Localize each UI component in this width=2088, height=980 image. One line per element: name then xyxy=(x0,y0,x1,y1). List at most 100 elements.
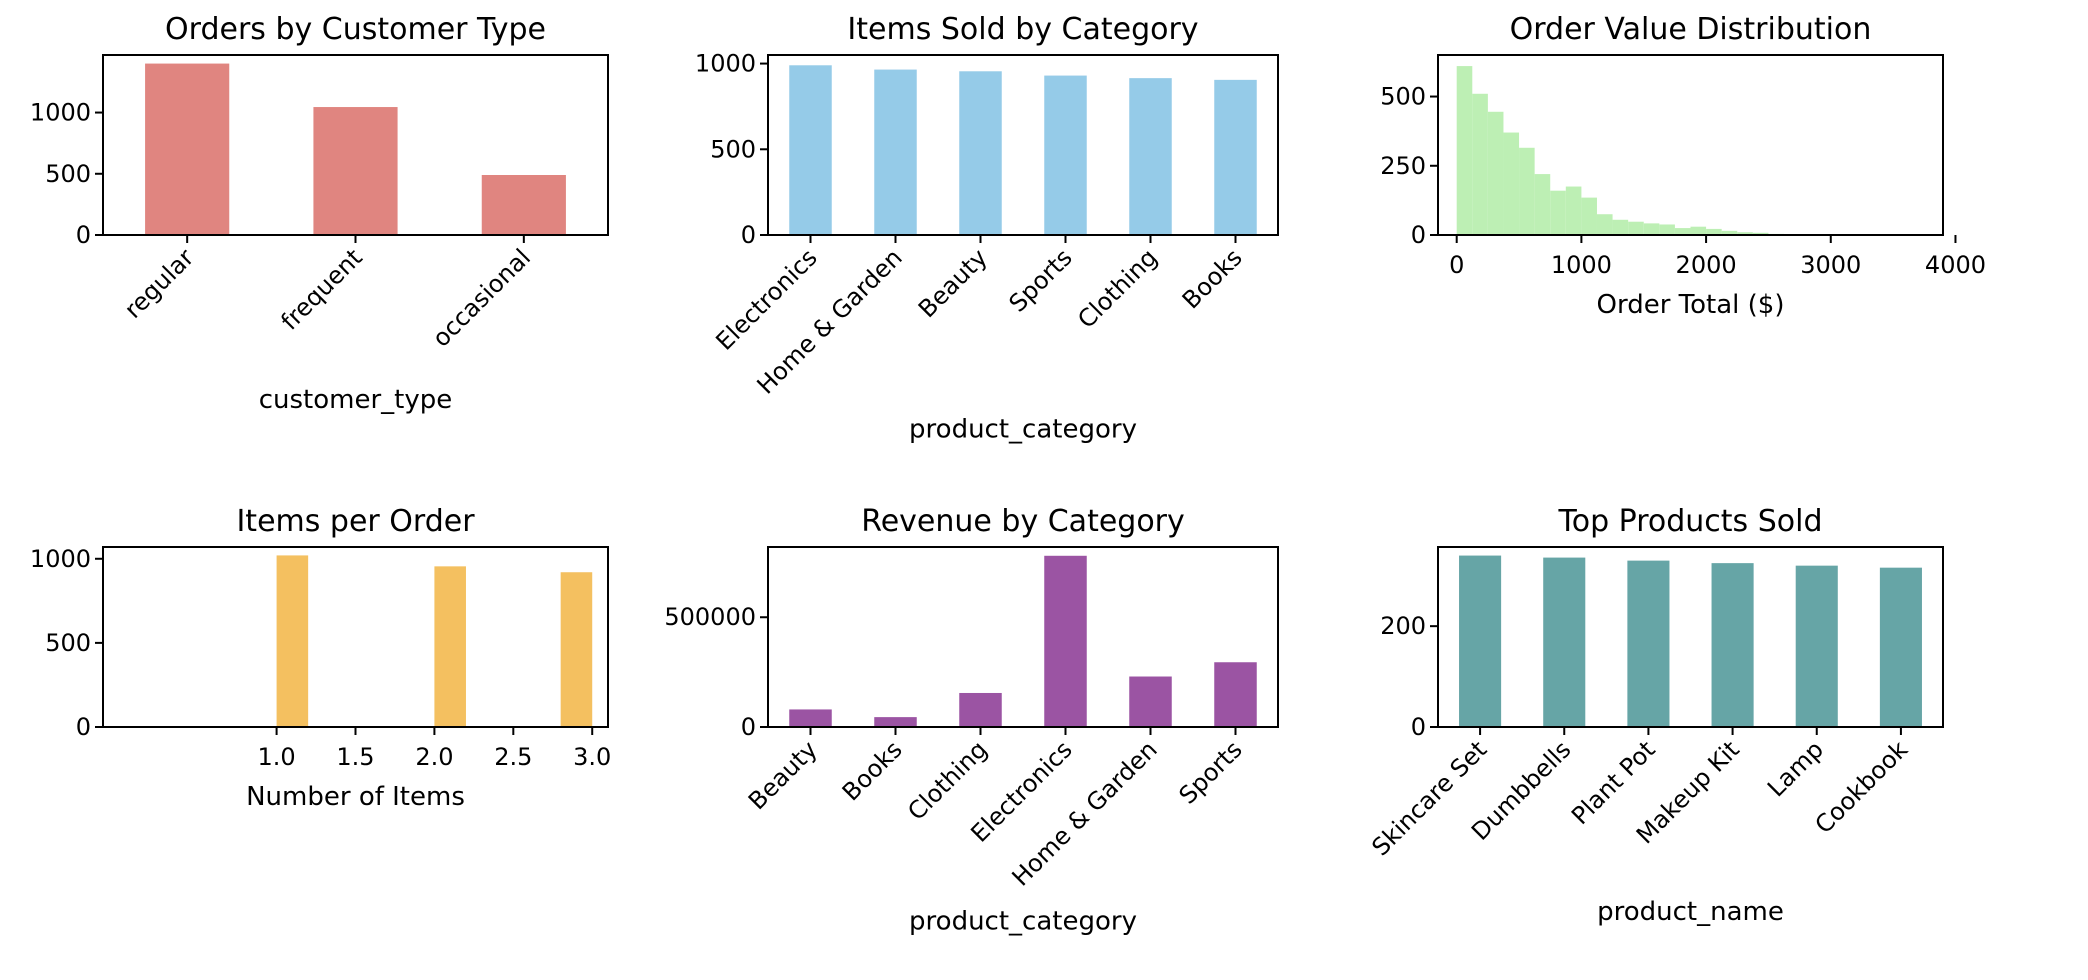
x-axis-label: product_category xyxy=(909,415,1137,445)
x-tick-label: Beauty xyxy=(743,735,823,815)
histogram-bin xyxy=(1643,223,1660,235)
histogram-bin xyxy=(1674,228,1691,235)
y-tick-label: 1000 xyxy=(30,99,91,127)
chart-title: Revenue by Category xyxy=(861,504,1185,539)
y-tick-label: 1000 xyxy=(695,50,756,78)
x-tick-label: Lamp xyxy=(1762,735,1829,802)
chart-title: Top Products Sold xyxy=(1557,504,1822,539)
bar xyxy=(1214,79,1257,235)
x-tick-label: Books xyxy=(1177,243,1248,314)
histogram-bin xyxy=(1706,228,1722,235)
y-tick-label: 0 xyxy=(741,221,756,249)
histogram-bin xyxy=(1565,186,1582,235)
chart-c4: Items per Order 0 500 1000 1.0 1.5 2.0 2.5 3.0 Nu… xyxy=(30,504,611,812)
chart-title: Order Value Distribution xyxy=(1510,12,1872,47)
histogram-bin xyxy=(1659,224,1675,235)
bar xyxy=(1129,78,1172,236)
axes-frame xyxy=(1437,54,1944,236)
x-tick-label: 3.0 xyxy=(573,743,611,771)
bar xyxy=(1543,557,1586,727)
x-tick-label: 3000 xyxy=(1800,251,1861,279)
y-tick-label: 1000 xyxy=(30,545,91,573)
chart-c3: Order Value Distribution 0 250 500 0 1000 2000… xyxy=(1380,12,1986,320)
histogram-bin xyxy=(1472,93,1488,236)
histogram-bin xyxy=(1503,132,1520,235)
y-tick-label: 500 xyxy=(45,160,91,188)
histogram-bin xyxy=(1456,66,1473,235)
axes-frame xyxy=(102,54,609,236)
x-tick-label: Cookbook xyxy=(1810,735,1914,839)
histogram-bin xyxy=(1596,214,1613,235)
x-tick-label: Books xyxy=(837,735,908,806)
x-tick-label: Home & Garden xyxy=(752,243,908,399)
x-tick-label: 1.5 xyxy=(336,743,374,771)
bar xyxy=(874,69,917,235)
y-tick-label: 0 xyxy=(76,221,91,249)
y-tick-label: 500000 xyxy=(664,603,756,631)
bar xyxy=(1879,567,1922,727)
x-tick-label: 2.0 xyxy=(415,743,453,771)
x-tick-label: 2000 xyxy=(1676,251,1737,279)
bar xyxy=(1044,555,1087,727)
y-tick-label: 200 xyxy=(1380,612,1426,640)
y-tick-label: 0 xyxy=(76,713,91,741)
bar xyxy=(959,71,1002,236)
histogram-bin xyxy=(1519,147,1535,235)
y-tick-label: 250 xyxy=(1380,152,1426,180)
axes-frame xyxy=(767,54,1279,236)
x-tick-label: occasional xyxy=(427,243,536,352)
histogram-bin xyxy=(1534,174,1551,235)
histogram-bin xyxy=(1487,111,1504,235)
x-tick-label: Clothing xyxy=(902,735,992,825)
y-tick-label: 0 xyxy=(1411,221,1426,249)
bar xyxy=(145,63,230,236)
bar xyxy=(789,709,832,727)
x-tick-label: Sports xyxy=(1174,735,1248,809)
x-axis-label: Order Total ($) xyxy=(1597,290,1785,320)
x-tick-label: 1000 xyxy=(1551,251,1612,279)
bar xyxy=(1214,662,1257,727)
y-tick-label: 500 xyxy=(45,629,91,657)
histogram-bin xyxy=(1612,219,1629,235)
x-tick-label: 1.0 xyxy=(258,743,296,771)
chart-title: Orders by Customer Type xyxy=(165,12,546,47)
y-tick-label: 0 xyxy=(741,713,756,741)
chart-title: Items per Order xyxy=(236,504,475,539)
x-tick-label: regular xyxy=(119,243,200,324)
bar xyxy=(1129,676,1172,727)
x-axis-label: product_name xyxy=(1597,897,1784,927)
bar xyxy=(1044,75,1087,235)
y-tick-label: 500 xyxy=(710,135,756,163)
y-tick-label: 0 xyxy=(1411,713,1426,741)
bar xyxy=(1627,560,1670,727)
histogram-bin xyxy=(1690,226,1707,235)
bar xyxy=(1711,563,1754,727)
x-axis-label: Number of Items xyxy=(246,782,465,812)
bar xyxy=(1795,565,1838,727)
x-tick-label: Skincare Set xyxy=(1366,735,1492,861)
histogram-bin xyxy=(1581,197,1597,235)
chart-c2: Items Sold by Category05001000Electronic… xyxy=(695,12,1279,445)
bar xyxy=(789,65,832,236)
histogram-bin xyxy=(1752,232,1769,235)
chart-c5: Revenue by Category 0 500000 Beauty BooksClo… xyxy=(664,504,1279,937)
x-tick-label: 2.5 xyxy=(494,743,532,771)
histogram-bin xyxy=(1721,230,1738,235)
histogram-bin xyxy=(276,555,309,727)
y-tick-label: 500 xyxy=(1380,83,1426,111)
bar xyxy=(959,692,1002,727)
histogram-bin xyxy=(434,566,466,727)
chart-title: Items Sold by Category xyxy=(847,12,1198,47)
x-tick-label: Clothing xyxy=(1072,243,1162,333)
axes-frame xyxy=(102,546,609,728)
x-tick-label: frequent xyxy=(276,243,368,335)
x-axis-label: customer_type xyxy=(259,385,453,415)
x-tick-label: Beauty xyxy=(913,243,993,323)
axes-frame xyxy=(767,546,1279,728)
chart-c1: Orders by Customer Type 0 500 1000 regular fr… xyxy=(30,12,609,415)
histogram-bin xyxy=(1550,190,1566,235)
x-tick-label: 4000 xyxy=(1925,251,1986,279)
x-axis-label: product_category xyxy=(909,907,1137,937)
bar xyxy=(481,175,566,235)
